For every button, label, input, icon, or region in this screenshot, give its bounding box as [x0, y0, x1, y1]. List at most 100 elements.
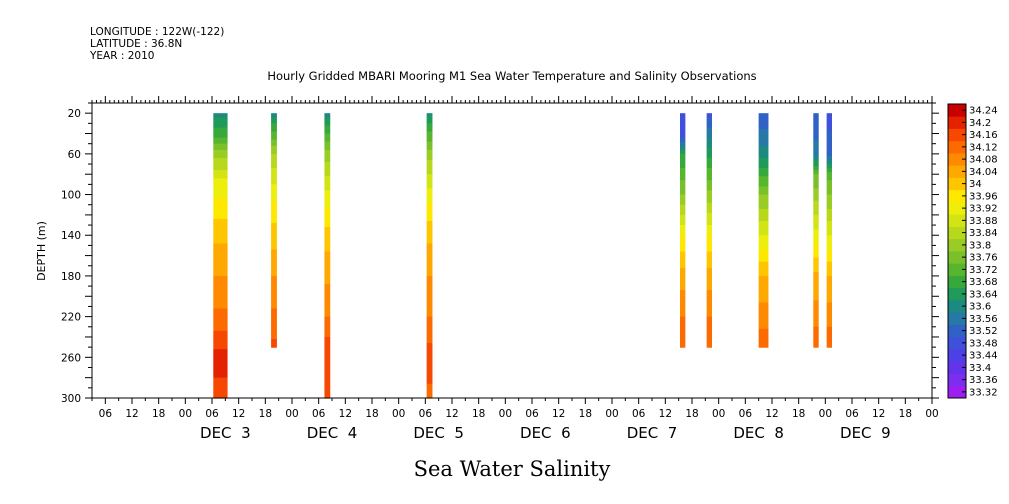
salinity-cell: [706, 133, 712, 137]
salinity-cell: [324, 139, 331, 143]
salinity-cell: [706, 117, 712, 120]
salinity-cell: [826, 237, 832, 240]
salinity-cell: [826, 314, 832, 318]
salinity-cell: [271, 312, 277, 316]
salinity-cell: [758, 113, 769, 116]
salinity-cell: [706, 247, 712, 251]
salinity-cell: [758, 176, 769, 179]
salinity-cell: [758, 253, 769, 257]
salinity-cell: [271, 334, 277, 338]
salinity-cell: [826, 198, 832, 202]
salinity-cell: [680, 271, 686, 275]
salinity-cell: [426, 214, 433, 218]
salinity-cell: [813, 231, 819, 234]
salinity-cell: [426, 316, 433, 320]
salinity-cell: [324, 373, 331, 377]
salinity-cell: [271, 212, 277, 216]
salinity-cell: [826, 269, 832, 273]
salinity-cell: [813, 288, 819, 291]
salinity-cell: [426, 235, 433, 238]
x-tick-label: 18: [365, 408, 378, 420]
salinity-cell: [706, 194, 712, 198]
salinity-cell: [813, 265, 819, 269]
salinity-cell: [426, 308, 433, 312]
salinity-cell: [271, 253, 277, 257]
salinity-cell: [706, 129, 712, 133]
salinity-cell: [826, 263, 832, 267]
salinity-cell: [324, 269, 331, 273]
salinity-cell: [680, 168, 686, 171]
salinity-cell: [680, 267, 686, 271]
salinity-cell: [324, 359, 331, 362]
x-tick-label: 18: [472, 408, 485, 420]
salinity-cell: [213, 131, 228, 135]
legend-label: 34.2: [969, 118, 991, 129]
salinity-cell: [271, 186, 277, 190]
salinity-cell: [706, 225, 712, 228]
salinity-cell: [758, 125, 769, 129]
salinity-cell: [758, 137, 769, 141]
salinity-cell: [706, 229, 712, 232]
salinity-cell: [813, 186, 819, 190]
salinity-cell: [271, 310, 277, 314]
salinity-cell: [826, 300, 832, 303]
x-tick-label: 06: [205, 408, 219, 420]
salinity-cell: [213, 206, 228, 210]
salinity-cell: [426, 332, 433, 336]
salinity-cell: [324, 196, 331, 200]
salinity-cell: [324, 198, 331, 202]
salinity-cell: [758, 290, 769, 293]
salinity-cell: [758, 292, 769, 295]
salinity-cell: [271, 137, 277, 141]
salinity-cell: [706, 221, 712, 224]
salinity-cell: [271, 180, 277, 183]
salinity-cell: [813, 223, 819, 226]
salinity-cell: [680, 147, 686, 151]
salinity-cell: [271, 129, 277, 133]
legend-label: 33.96: [969, 191, 998, 202]
salinity-cell: [271, 117, 277, 120]
y-tick-label: 300: [61, 393, 81, 405]
salinity-cell: [758, 310, 769, 314]
salinity-cell: [680, 282, 686, 285]
salinity-cell: [324, 296, 331, 299]
salinity-cell: [758, 330, 769, 334]
salinity-cell: [426, 162, 433, 165]
salinity-cell: [426, 216, 433, 220]
salinity-cell: [706, 326, 712, 330]
salinity-cell: [706, 216, 712, 220]
salinity-cell: [271, 115, 277, 118]
salinity-cell: [271, 113, 277, 116]
chart-title: Hourly Gridded MBARI Mooring M1 Sea Wate…: [267, 69, 756, 83]
salinity-cell: [813, 280, 819, 283]
legend-swatch: [948, 361, 966, 374]
legend-label: 34.16: [969, 130, 998, 141]
salinity-cell: [271, 202, 277, 206]
salinity-cell: [813, 316, 819, 320]
legend-label: 34.08: [969, 155, 998, 166]
y-tick-label: 20: [68, 108, 81, 120]
salinity-cell: [324, 223, 331, 226]
salinity-cell: [680, 164, 686, 167]
salinity-cell: [426, 310, 433, 314]
salinity-cell: [213, 186, 228, 190]
salinity-cell: [758, 159, 769, 163]
salinity-cell: [426, 192, 433, 196]
salinity-cell: [426, 389, 433, 393]
salinity-cell: [213, 223, 228, 226]
salinity-cell: [813, 145, 819, 149]
salinity-cell: [324, 235, 331, 238]
salinity-cell: [426, 180, 433, 183]
salinity-cell: [426, 288, 433, 291]
salinity-cell: [213, 192, 228, 196]
salinity-cell: [213, 170, 228, 173]
salinity-cell: [813, 326, 819, 330]
salinity-cell: [324, 159, 331, 163]
y-tick-label: 180: [61, 271, 81, 283]
salinity-cell: [213, 363, 228, 367]
salinity-cell: [271, 221, 277, 224]
salinity-cell: [426, 379, 433, 383]
salinity-cell: [213, 214, 228, 218]
salinity-cell: [813, 133, 819, 137]
salinity-cell: [426, 151, 433, 155]
